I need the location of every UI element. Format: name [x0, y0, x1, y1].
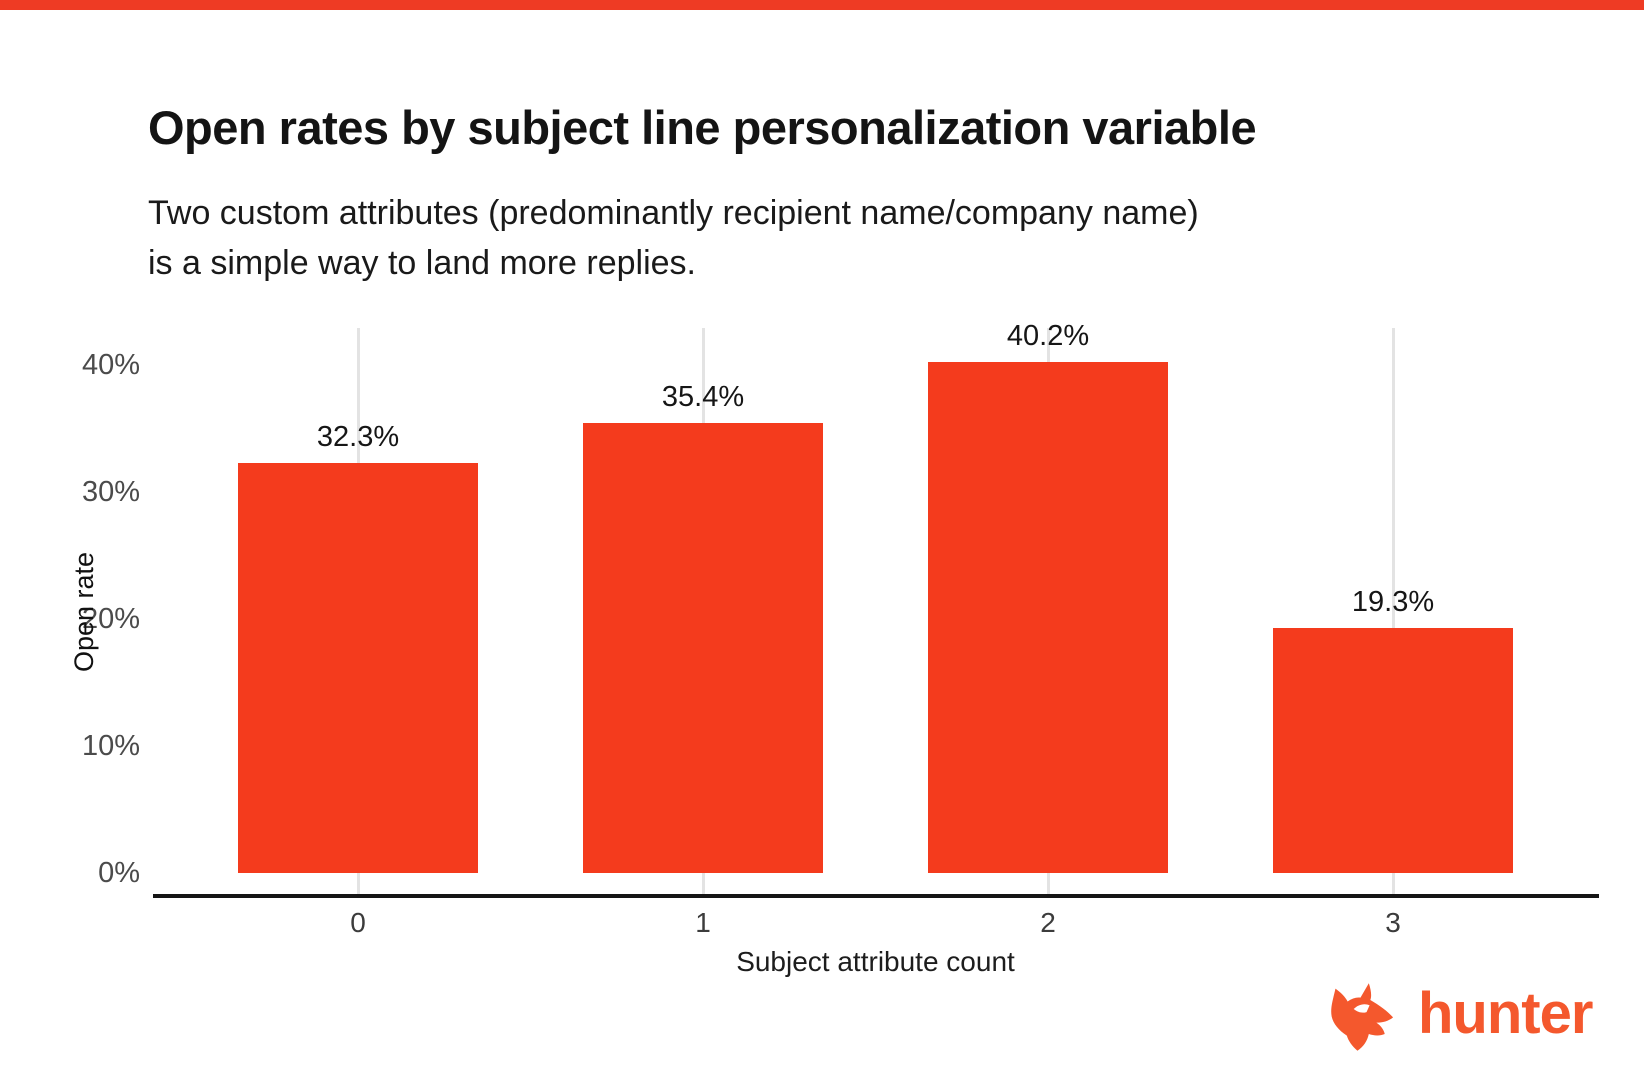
y-axis-title: Open rate [69, 551, 99, 673]
hunter-logo: hunter [1318, 978, 1593, 1056]
y-tick-label: 10% [81, 730, 140, 762]
bar-value-label: 40.2% [1006, 320, 1090, 353]
y-tick-label: 0% [98, 857, 140, 889]
bar-value-label: 19.3% [1351, 585, 1435, 618]
chart-subtitle-line1: Two custom attributes (predominantly rec… [148, 194, 1199, 232]
x-tick-label: 3 [1385, 907, 1401, 938]
x-axis-title: Subject attribute count [736, 946, 1015, 977]
x-axis-line [153, 894, 1599, 898]
y-tick-label: 40% [81, 349, 140, 381]
x-tick-label: 1 [695, 907, 711, 938]
bar-value-label: 35.4% [661, 381, 745, 414]
chart-subtitle: Two custom attributes (predominantly rec… [148, 188, 1588, 289]
bar-1 [583, 423, 823, 873]
chart-title: Open rates by subject line personalizati… [148, 101, 1257, 154]
bar-3 [1273, 627, 1513, 873]
x-tick-label: 2 [1040, 907, 1056, 938]
chart-subtitle-line2: is a simple way to land more replies. [148, 244, 697, 283]
bar-2 [928, 362, 1168, 873]
bar-value-label: 32.3% [316, 420, 400, 453]
brand-top-strip [0, 0, 1644, 10]
gridline [1391, 328, 1395, 897]
logo-wordmark: hunter [1418, 981, 1593, 1046]
y-tick-label: 20% [81, 603, 140, 635]
x-tick-label: 0 [350, 907, 366, 938]
fox-icon [1331, 983, 1394, 1051]
y-tick-label: 30% [81, 476, 140, 508]
bar-0 [238, 462, 478, 873]
